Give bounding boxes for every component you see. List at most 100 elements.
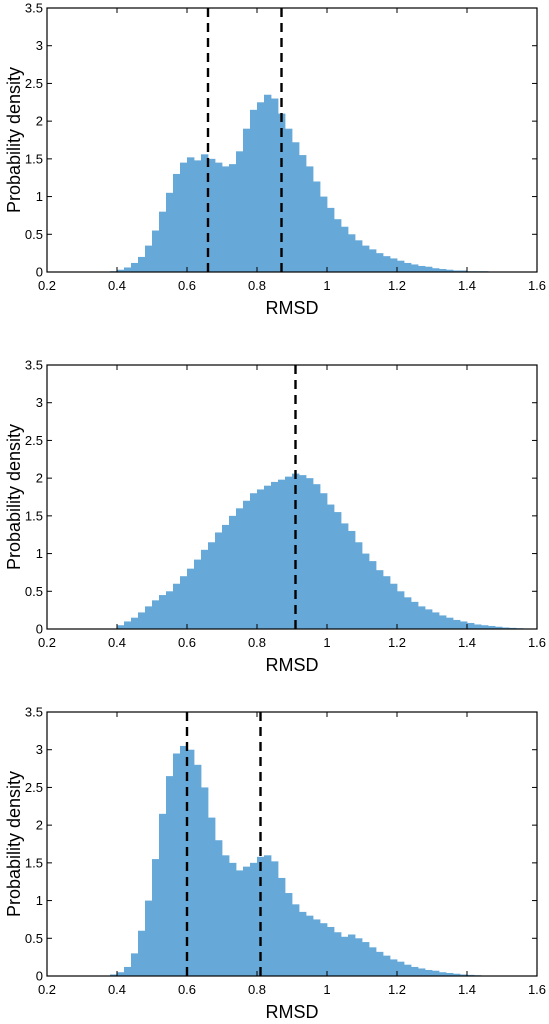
histogram-bar — [138, 256, 146, 272]
histogram-bar — [348, 934, 356, 976]
histogram-bar — [334, 932, 342, 976]
histogram-bar — [222, 166, 230, 272]
y-tick-label: 3.5 — [25, 1, 43, 16]
x-tick-label: 0.6 — [178, 635, 196, 650]
x-tick-label: 1 — [323, 635, 330, 650]
histogram-bar — [425, 969, 433, 976]
histogram-bar — [299, 911, 307, 976]
histogram-bar — [250, 493, 258, 629]
x-axis-label: RMSD — [266, 298, 319, 318]
histogram-bar — [418, 265, 426, 272]
histogram-bar — [460, 621, 468, 629]
histogram-bar — [320, 923, 328, 976]
x-tick-label: 1 — [323, 982, 330, 997]
histogram-bar — [110, 974, 118, 976]
y-tick-label: 0.5 — [25, 931, 43, 946]
histogram-bar — [334, 512, 342, 629]
y-tick-label: 3 — [36, 38, 43, 53]
y-tick-label: 3.5 — [25, 358, 43, 373]
histogram-bar — [124, 966, 132, 976]
histogram-bar — [208, 158, 216, 272]
histogram-bar — [229, 862, 237, 976]
histogram-bar — [306, 915, 314, 976]
x-tick-label: 0.4 — [108, 635, 126, 650]
histogram-bar — [404, 597, 412, 629]
histogram-bar — [145, 900, 153, 976]
histogram-bar — [404, 262, 412, 272]
x-tick-label: 0.4 — [108, 278, 126, 293]
histogram-bar — [159, 595, 167, 629]
histogram-bars — [117, 473, 524, 629]
y-tick-label: 1 — [36, 893, 43, 908]
histogram-bar — [383, 256, 391, 272]
y-tick-label: 0 — [36, 622, 43, 637]
y-tick-label: 0.5 — [25, 227, 43, 242]
histogram-bar — [362, 553, 370, 629]
histogram-bar — [201, 549, 209, 629]
histogram-bar — [488, 625, 496, 629]
x-tick-label: 1.2 — [388, 982, 406, 997]
histogram-bar — [257, 856, 265, 976]
histogram-bar — [173, 753, 181, 976]
histogram-bar — [166, 591, 174, 629]
histogram-bar — [194, 764, 202, 976]
histogram-bar — [117, 972, 125, 976]
histogram-bar — [299, 475, 307, 629]
histogram-bar — [152, 859, 160, 976]
histogram-bar — [313, 181, 321, 272]
histogram-bar — [376, 253, 384, 272]
histogram-bar — [271, 861, 279, 976]
histogram-bar — [257, 489, 265, 629]
histogram-bar — [243, 866, 251, 976]
histogram-bar — [215, 840, 223, 976]
histogram-bar — [453, 619, 461, 629]
x-axis-label: RMSD — [266, 1002, 319, 1022]
x-tick-label: 1.6 — [528, 982, 546, 997]
histogram-bar — [117, 269, 125, 272]
histogram-bar — [236, 151, 244, 272]
histogram-bar — [124, 621, 132, 629]
histogram-bar — [173, 173, 181, 272]
histogram-bar — [418, 968, 426, 976]
y-tick-label: 1 — [36, 189, 43, 204]
histogram-bar — [383, 576, 391, 629]
histogram-bar — [187, 568, 195, 629]
histogram-bar — [411, 264, 419, 272]
histogram-bar — [117, 625, 125, 629]
y-axis-label: Probability density — [4, 424, 24, 570]
plot-frame — [46, 711, 538, 977]
x-tick-label: 0.6 — [178, 982, 196, 997]
histogram-bar — [404, 964, 412, 976]
histogram-bar — [257, 102, 265, 273]
histogram-bar — [390, 959, 398, 976]
histogram-bar — [446, 972, 454, 976]
histogram-bar — [215, 162, 223, 272]
histogram-bar — [418, 606, 426, 629]
histogram-bar — [138, 930, 146, 976]
histogram-bar — [264, 855, 272, 976]
y-axis-label: Probability density — [4, 67, 24, 213]
histogram-bar — [145, 606, 153, 629]
histogram-bar — [341, 936, 349, 976]
panel-2: 0.2 0.4 0.6 0.8 1 1.2 1.4 1.6 0 0.5 1 1.5 2 2.5 3 3.5 RM… — [4, 358, 546, 676]
histogram-bar — [474, 624, 482, 629]
histogram-bar — [369, 249, 377, 272]
plot-frame — [46, 364, 538, 630]
histogram-bar — [145, 245, 153, 272]
histogram-bar — [495, 626, 503, 629]
histogram-bar — [334, 219, 342, 272]
x-tick-label: 1.4 — [458, 982, 476, 997]
histogram-bar — [250, 862, 258, 976]
histogram-bars — [110, 745, 496, 976]
histogram-bar — [362, 942, 370, 976]
histogram-bar — [229, 164, 237, 272]
histogram-bar — [229, 515, 237, 629]
histogram-bar — [453, 973, 461, 976]
histogram-bar — [271, 98, 279, 272]
y-tick-label: 2 — [36, 818, 43, 833]
x-tick-label: 1.4 — [458, 278, 476, 293]
histogram-bar — [180, 576, 188, 629]
histogram-bar — [292, 904, 300, 976]
histogram-bar — [369, 947, 377, 976]
histogram-bar — [152, 600, 160, 629]
